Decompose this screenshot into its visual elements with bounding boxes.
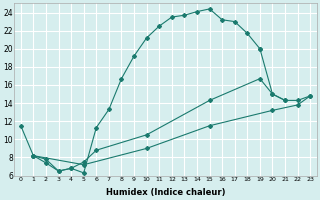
- X-axis label: Humidex (Indice chaleur): Humidex (Indice chaleur): [106, 188, 225, 197]
